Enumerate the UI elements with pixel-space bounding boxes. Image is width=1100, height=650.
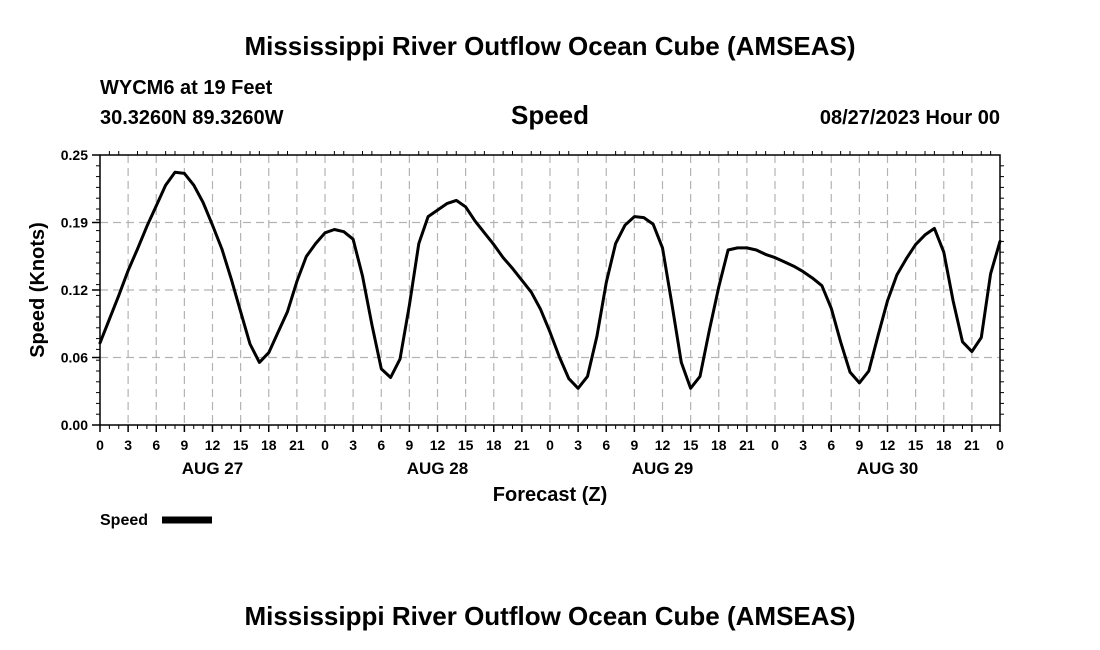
x-tick-label: 15 bbox=[908, 437, 924, 453]
x-tick-label: 6 bbox=[377, 437, 385, 453]
x-tick-label: 3 bbox=[124, 437, 132, 453]
x-tick-label: 15 bbox=[683, 437, 699, 453]
y-tick-label: 0.19 bbox=[61, 215, 88, 231]
x-tick-label: 12 bbox=[655, 437, 671, 453]
x-tick-label: 18 bbox=[711, 437, 727, 453]
day-label: AUG 28 bbox=[407, 459, 468, 478]
day-label: AUG 27 bbox=[182, 459, 243, 478]
y-axis-label: Speed (Knots) bbox=[27, 222, 49, 358]
x-tick-label: 18 bbox=[936, 437, 952, 453]
x-tick-label: 0 bbox=[321, 437, 329, 453]
series-layer bbox=[98, 170, 1002, 390]
x-tick-label: 21 bbox=[289, 437, 305, 453]
x-tick-label: 9 bbox=[630, 437, 638, 453]
x-tick-label: 3 bbox=[574, 437, 582, 453]
y-tick-label: 0.06 bbox=[61, 350, 88, 366]
day-label: AUG 29 bbox=[632, 459, 693, 478]
y-axis-tick-labels: 0.00 0.06 0.12 0.19 0.25 bbox=[61, 147, 88, 433]
legend: Speed bbox=[100, 512, 212, 529]
x-tick-label: 0 bbox=[771, 437, 779, 453]
date-label: 08/27/2023 Hour 00 bbox=[820, 107, 1000, 129]
x-tick-label: 15 bbox=[458, 437, 474, 453]
x-tick-label: 18 bbox=[486, 437, 502, 453]
day-labels: AUG 27 AUG 28 AUG 29 AUG 30 bbox=[182, 459, 918, 478]
station-label: WYCM6 at 19 Feet bbox=[100, 77, 273, 99]
x-tick-label: 12 bbox=[430, 437, 446, 453]
x-tick-label: 3 bbox=[799, 437, 807, 453]
x-tick-label: 21 bbox=[514, 437, 530, 453]
x-tick-label: 6 bbox=[152, 437, 160, 453]
day-label: AUG 30 bbox=[857, 459, 918, 478]
footer-title: Mississippi River Outflow Ocean Cube (AM… bbox=[244, 601, 855, 631]
x-tick-label: 12 bbox=[880, 437, 896, 453]
chart-title: Mississippi River Outflow Ocean Cube (AM… bbox=[244, 31, 855, 61]
x-tick-label: 9 bbox=[405, 437, 413, 453]
y-tick-label: 0.00 bbox=[61, 417, 88, 433]
x-tick-label: 6 bbox=[827, 437, 835, 453]
series-line-speed bbox=[98, 170, 1002, 390]
y-tick-label: 0.25 bbox=[61, 147, 88, 163]
x-tick-label: 12 bbox=[205, 437, 221, 453]
x-tick-label: 9 bbox=[180, 437, 188, 453]
x-tick-label: 21 bbox=[964, 437, 980, 453]
x-tick-label: 21 bbox=[739, 437, 755, 453]
coordinates-label: 30.3260N 89.3260W bbox=[100, 107, 284, 129]
x-tick-label: 18 bbox=[261, 437, 277, 453]
chart-subtitle: Speed bbox=[511, 100, 589, 130]
x-tick-label: 0 bbox=[996, 437, 1004, 453]
x-tick-label: 9 bbox=[855, 437, 863, 453]
axis-ticks bbox=[92, 151, 1004, 432]
y-tick-label: 0.12 bbox=[61, 282, 88, 298]
x-axis-label: Forecast (Z) bbox=[493, 484, 607, 506]
legend-label: Speed bbox=[100, 512, 148, 529]
grid-lines bbox=[100, 155, 1000, 425]
x-tick-label: 3 bbox=[349, 437, 357, 453]
x-tick-label: 0 bbox=[96, 437, 104, 453]
x-tick-label: 15 bbox=[233, 437, 249, 453]
x-axis-tick-labels: 0 3 6 9 12 15 18 21 0 3 6 9 12 15 18 21 0 3 6 9 12 15 18 21 0 3 6 9… bbox=[96, 437, 1004, 453]
x-tick-label: 0 bbox=[546, 437, 554, 453]
x-tick-label: 6 bbox=[602, 437, 610, 453]
